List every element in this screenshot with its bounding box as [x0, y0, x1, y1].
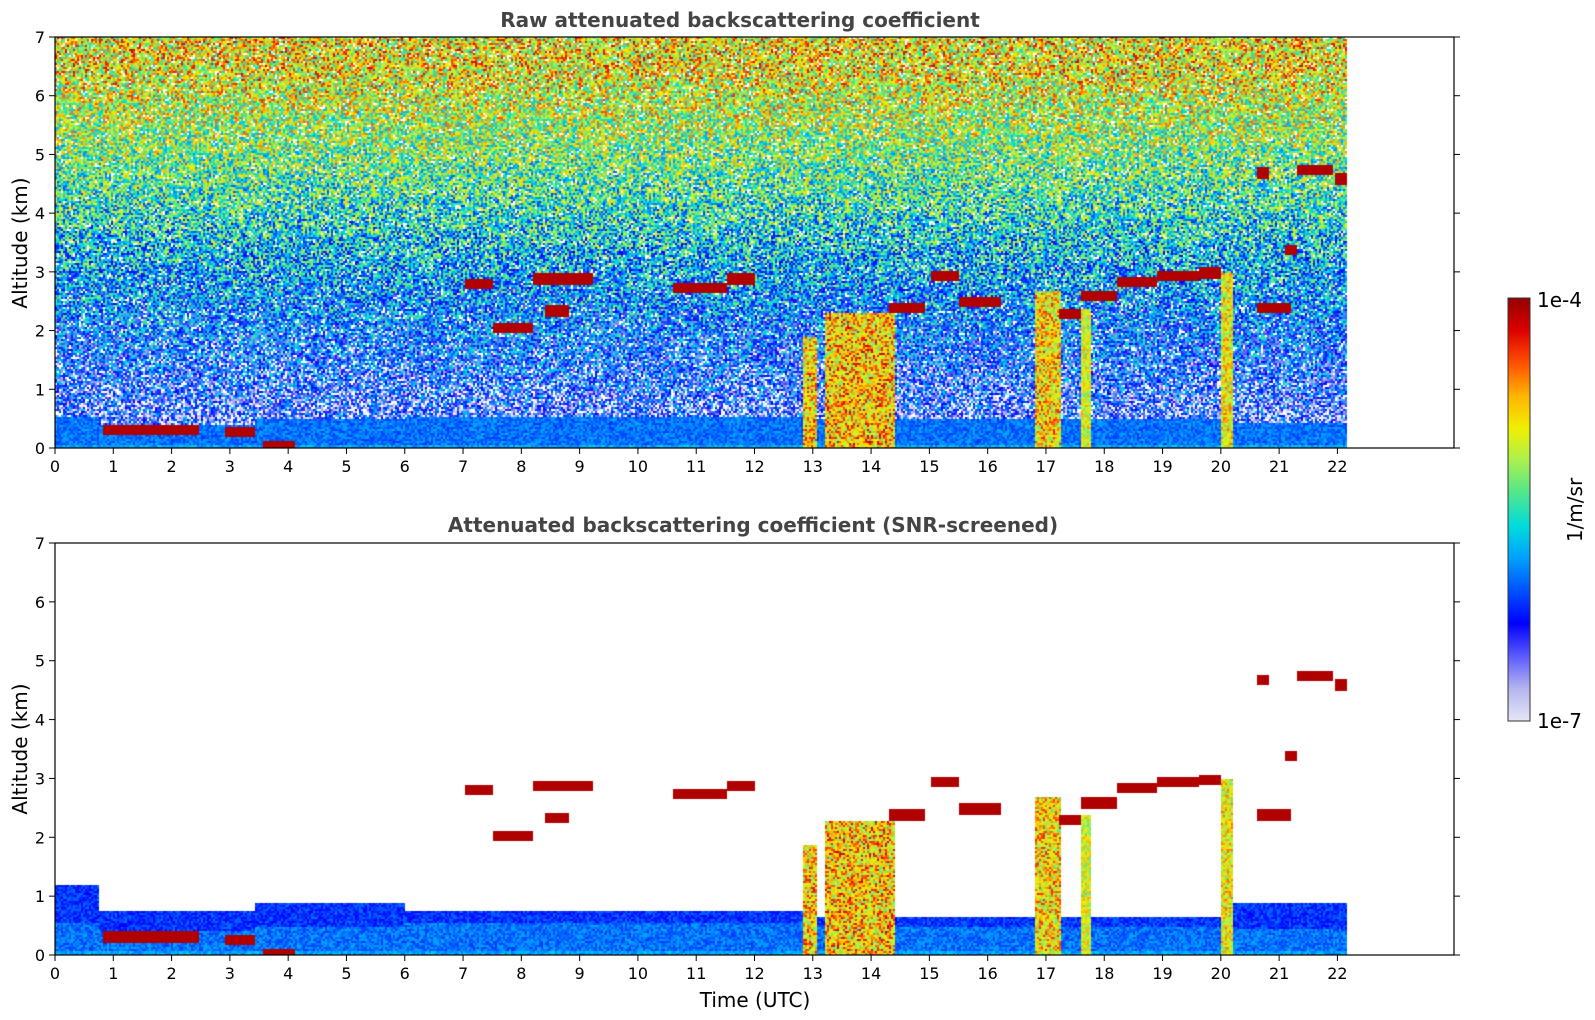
x-tick-label: 12 — [744, 964, 764, 983]
x-tick-label: 0 — [50, 457, 60, 476]
y-tick-label: 0 — [35, 946, 45, 965]
heatmap-image — [55, 543, 1454, 955]
y-tick-label: 0 — [35, 439, 45, 458]
x-tick-label: 2 — [166, 457, 176, 476]
x-tick-label: 14 — [861, 457, 881, 476]
y-tick-label: 5 — [35, 145, 45, 164]
panel-raw-y-ticks: 0 1 2 3 4 5 6 7 — [35, 28, 1460, 458]
panel-screened: Attenuated backscattering coefficient (S… — [8, 513, 1460, 1012]
panel-raw-y-label: Altitude (km) — [8, 177, 32, 308]
x-tick-label: 22 — [1327, 457, 1347, 476]
x-tick-label: 0 — [50, 964, 60, 983]
x-tick-label: 18 — [1094, 964, 1114, 983]
colorbar-unit-label: 1/m/sr — [1563, 477, 1587, 542]
x-tick-label: 18 — [1094, 457, 1114, 476]
x-tick-label: 12 — [744, 457, 764, 476]
panel-screened-x-ticks: 0 1 2 3 4 5 6 7 8 9 10 11 12 13 14 15 16 17 18 19 20 21 22 — [50, 955, 1348, 983]
x-tick-label: 6 — [400, 457, 410, 476]
panel-screened-title: Attenuated backscattering coefficient (S… — [448, 513, 1058, 537]
x-tick-label: 10 — [628, 964, 648, 983]
x-tick-label: 16 — [977, 964, 997, 983]
x-tick-label: 3 — [225, 457, 235, 476]
x-tick-label: 20 — [1211, 457, 1231, 476]
panel-screened-y-ticks: 0 1 2 3 4 5 6 7 — [35, 534, 1460, 965]
x-tick-label: 3 — [225, 964, 235, 983]
colorbar-scale — [1507, 297, 1531, 722]
y-tick-label: 7 — [35, 28, 45, 47]
x-tick-label: 8 — [516, 457, 526, 476]
panel-raw-x-ticks: 0 1 2 3 4 5 6 7 8 9 10 11 12 13 14 15 16 17 18 19 20 21 22 — [50, 448, 1348, 476]
panel-raw-title: Raw attenuated backscattering coefficien… — [500, 8, 980, 32]
x-tick-label: 17 — [1036, 964, 1056, 983]
panel-raw-heatmap — [55, 37, 1454, 448]
x-tick-label: 13 — [803, 457, 823, 476]
y-tick-label: 2 — [35, 828, 45, 847]
x-tick-label: 15 — [919, 964, 939, 983]
y-tick-label: 1 — [35, 380, 45, 399]
heatmap-image — [55, 37, 1454, 448]
x-tick-label: 11 — [686, 457, 706, 476]
panel-screened-y-label: Altitude (km) — [8, 683, 32, 814]
y-tick-label: 1 — [35, 887, 45, 906]
y-tick-label: 6 — [35, 87, 45, 106]
x-tick-label: 13 — [803, 964, 823, 983]
y-tick-label: 6 — [35, 593, 45, 612]
x-tick-label: 4 — [283, 457, 293, 476]
panel-raw: Raw attenuated backscattering coefficien… — [8, 8, 1460, 476]
x-tick-label: 19 — [1152, 964, 1172, 983]
x-tick-label: 16 — [977, 457, 997, 476]
y-tick-label: 5 — [35, 652, 45, 671]
x-axis-label: Time (UTC) — [699, 988, 811, 1012]
x-tick-label: 6 — [400, 964, 410, 983]
colorbar-max-label: 1e-4 — [1537, 288, 1582, 312]
x-tick-label: 20 — [1211, 964, 1231, 983]
x-tick-label: 5 — [341, 964, 351, 983]
x-tick-label: 17 — [1036, 457, 1056, 476]
panel-screened-heatmap — [55, 543, 1454, 955]
x-tick-label: 1 — [108, 964, 118, 983]
x-tick-label: 21 — [1269, 457, 1289, 476]
x-tick-label: 8 — [516, 964, 526, 983]
x-tick-label: 14 — [861, 964, 881, 983]
x-tick-label: 10 — [628, 457, 648, 476]
y-tick-label: 3 — [35, 769, 45, 788]
y-tick-label: 7 — [35, 534, 45, 553]
y-tick-label: 2 — [35, 322, 45, 341]
y-tick-label: 3 — [35, 263, 45, 282]
x-tick-label: 22 — [1327, 964, 1347, 983]
x-tick-label: 19 — [1152, 457, 1172, 476]
x-tick-label: 7 — [458, 457, 468, 476]
x-tick-label: 9 — [575, 457, 585, 476]
x-tick-label: 7 — [458, 964, 468, 983]
x-tick-label: 5 — [341, 457, 351, 476]
colorbar: 1e-4 1e-7 1/m/sr — [1507, 288, 1587, 733]
x-tick-label: 9 — [575, 964, 585, 983]
x-tick-label: 11 — [686, 964, 706, 983]
y-tick-label: 4 — [35, 204, 45, 223]
x-tick-label: 21 — [1269, 964, 1289, 983]
x-tick-label: 15 — [919, 457, 939, 476]
x-tick-label: 4 — [283, 964, 293, 983]
x-tick-label: 2 — [166, 964, 176, 983]
colorbar-min-label: 1e-7 — [1537, 709, 1582, 733]
y-tick-label: 4 — [35, 711, 45, 730]
x-tick-label: 1 — [108, 457, 118, 476]
